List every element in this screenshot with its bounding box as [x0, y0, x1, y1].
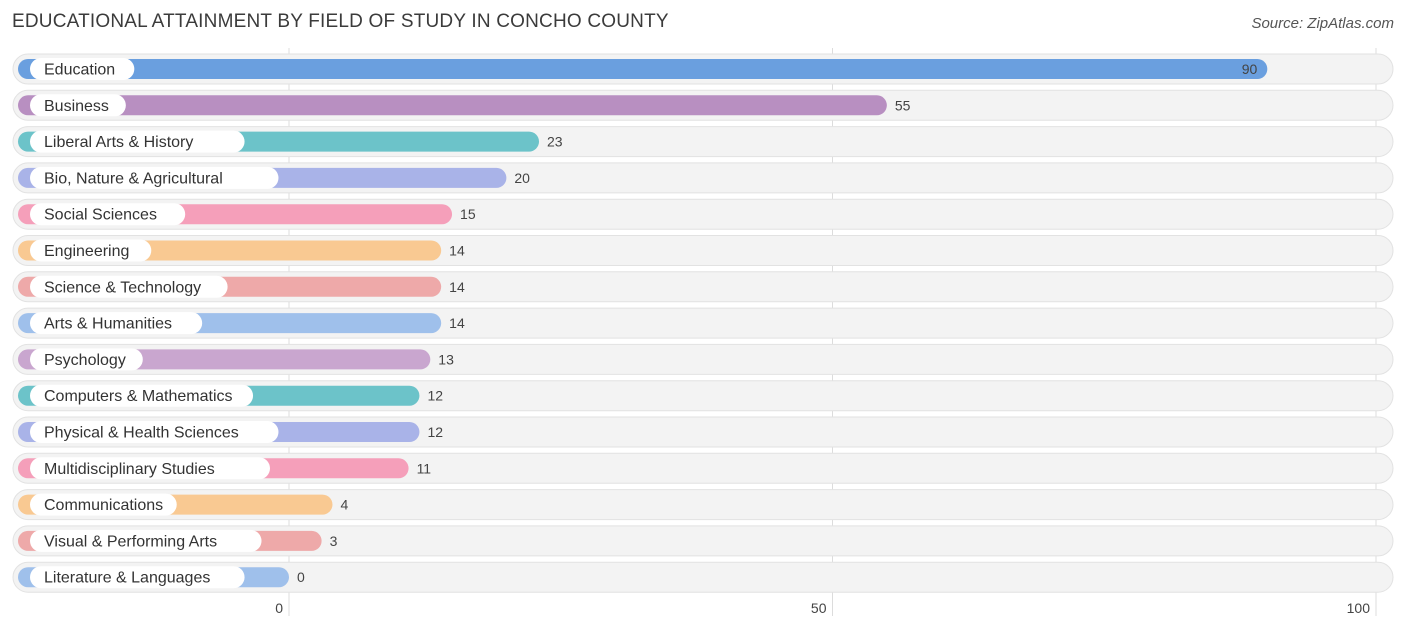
bar-row: Psychology 13 — [12, 343, 1394, 375]
category-label-bg — [30, 457, 270, 480]
value-label: 12 — [427, 388, 443, 404]
category-label-bg — [30, 493, 177, 516]
category-label: Education — [44, 62, 115, 79]
value-label: 15 — [460, 206, 476, 222]
category-label: Bio, Nature & Agricultural — [44, 170, 223, 187]
bar-row: Engineering 14 — [12, 235, 1394, 266]
category-label: Arts & Humanities — [44, 316, 172, 333]
bar-row: Arts & Humanities 14 — [12, 307, 1394, 339]
chart-title: EDUCATIONAL ATTAINMENT BY FIELD OF STUDY… — [12, 11, 669, 32]
value-label: 4 — [340, 497, 348, 513]
category-label-bg — [30, 58, 135, 80]
category-label: Multidisciplinary Studies — [44, 461, 215, 478]
category-label: Business — [44, 98, 109, 115]
bar — [18, 59, 1268, 79]
category-label-bg — [30, 384, 254, 407]
category-label: Engineering — [44, 243, 129, 260]
bar-row: Physical & Health Sciences 12 — [12, 416, 1394, 448]
bar-row: Literature & Languages 0 — [12, 561, 1394, 593]
category-label: Computers & Mathematics — [44, 388, 233, 405]
value-label: 14 — [449, 315, 465, 331]
x-tick-label: 0 — [275, 600, 283, 616]
value-label: 0 — [297, 569, 305, 585]
category-label-bg — [30, 312, 203, 335]
value-label: 11 — [417, 460, 432, 476]
category-label: Communications — [44, 497, 163, 514]
category-label-bg — [30, 529, 262, 552]
category-label-bg — [30, 166, 279, 189]
category-label: Literature & Languages — [44, 570, 210, 587]
bar-track — [12, 525, 1394, 557]
bar-row: Education 90 — [12, 53, 1394, 85]
bar-track — [12, 561, 1394, 593]
bar-row: Computers & Mathematics 12 — [12, 380, 1394, 412]
bar-row: Liberal Arts & History 23 — [12, 126, 1394, 158]
bar-row: Communications 4 — [12, 489, 1394, 521]
bar-row: Multidisciplinary Studies 11 — [12, 452, 1394, 484]
bar-row: Bio, Nature & Agricultural 20 — [12, 162, 1394, 194]
bar — [18, 95, 887, 116]
value-label: 14 — [449, 279, 465, 295]
category-label: Science & Technology — [44, 279, 201, 296]
category-label-bg — [30, 239, 152, 262]
bar-row: Social Sciences 15 — [12, 198, 1394, 230]
chart-source: Source: ZipAtlas.com — [1251, 15, 1394, 32]
category-label-bg — [30, 130, 245, 153]
value-label: 14 — [449, 243, 465, 259]
category-label-bg — [30, 203, 186, 226]
category-label: Physical & Health Sciences — [44, 425, 239, 442]
category-label: Liberal Arts & History — [44, 134, 193, 151]
value-label: 3 — [330, 533, 338, 549]
bar-track — [12, 489, 1394, 521]
value-label: 13 — [438, 351, 454, 367]
category-label: Social Sciences — [44, 207, 157, 224]
category-label-bg — [30, 348, 143, 371]
category-label-bg — [30, 566, 245, 589]
category-label-bg — [30, 275, 228, 298]
category-label: Psychology — [44, 352, 126, 369]
value-label: 90 — [1242, 61, 1258, 77]
category-label-bg — [30, 421, 279, 443]
value-label: 23 — [547, 134, 563, 150]
bar-row: Business 55 — [12, 89, 1394, 121]
bar-row: Science & Technology 14 — [12, 271, 1394, 303]
category-label: Visual & Performing Arts — [44, 533, 217, 550]
category-label-bg — [30, 94, 126, 117]
bar-row: Visual & Performing Arts 3 — [12, 525, 1394, 557]
value-label: 55 — [895, 97, 911, 113]
value-label: 12 — [427, 424, 443, 440]
x-tick-label: 100 — [1347, 600, 1371, 616]
value-label: 20 — [514, 170, 530, 186]
x-tick-label: 50 — [811, 600, 827, 616]
